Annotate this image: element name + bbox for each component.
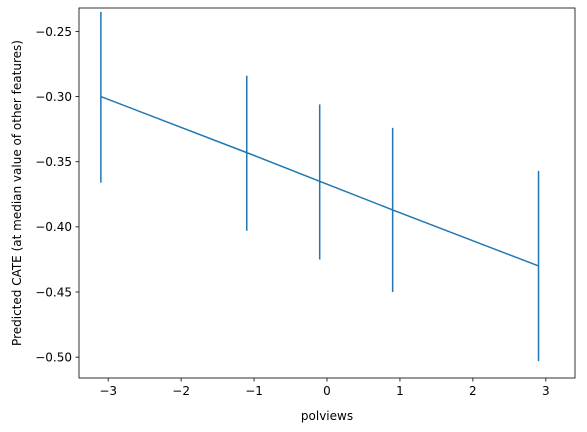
y-tick-label: −0.25 bbox=[35, 25, 72, 39]
x-tick-label: −1 bbox=[245, 384, 263, 398]
x-tick-label: −2 bbox=[172, 384, 190, 398]
x-tick-label: −3 bbox=[99, 384, 117, 398]
x-tick-label: 3 bbox=[542, 384, 550, 398]
y-tick-label: −0.35 bbox=[35, 155, 72, 169]
y-tick-label: −0.30 bbox=[35, 90, 72, 104]
y-axis-ticks: −0.25 −0.30 −0.35 −0.40 −0.45 −0.50 bbox=[35, 25, 79, 364]
x-tick-label: 2 bbox=[469, 384, 477, 398]
x-tick-label: 1 bbox=[396, 384, 404, 398]
series-line bbox=[100, 95, 539, 267]
series-lines bbox=[100, 95, 539, 267]
x-axis-ticks: −3 −2 −1 0 1 2 3 bbox=[99, 378, 550, 398]
y-tick-label: −0.40 bbox=[35, 220, 72, 234]
x-axis-label: polviews bbox=[301, 409, 353, 423]
y-tick-label: −0.50 bbox=[35, 350, 72, 364]
x-tick-label: 0 bbox=[323, 384, 331, 398]
y-axis-label: Predicted CATE (at median value of other… bbox=[10, 40, 24, 346]
y-tick-label: −0.45 bbox=[35, 285, 72, 299]
